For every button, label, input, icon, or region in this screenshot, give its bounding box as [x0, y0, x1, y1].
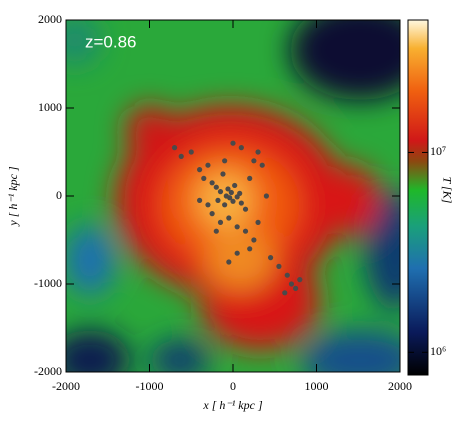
point: [197, 167, 203, 173]
point: [255, 219, 261, 225]
point: [242, 228, 249, 234]
point: [197, 197, 203, 203]
x-axis-label: x [ h⁻¹ kpc ]: [202, 398, 263, 412]
galaxy-points: [171, 140, 303, 296]
point: [227, 195, 233, 201]
point: [209, 180, 215, 186]
point: [232, 182, 238, 189]
point: [228, 189, 234, 196]
point: [282, 290, 288, 296]
point: [217, 219, 224, 225]
point: [251, 158, 257, 164]
point: [242, 206, 249, 212]
colorbar-tick-label: 10⁷: [430, 144, 446, 158]
point: [217, 189, 224, 195]
point: [238, 200, 244, 206]
y-tick-label: -1000: [34, 276, 62, 290]
point: [276, 263, 282, 269]
point: [267, 255, 274, 261]
colorbar-tick-label: 10⁶: [430, 344, 446, 358]
y-tick-label: 1000: [38, 100, 62, 114]
point: [237, 190, 243, 196]
point: [293, 285, 299, 291]
point: [234, 250, 240, 256]
point: [178, 153, 184, 159]
annotation: z=0.86: [85, 32, 137, 51]
point: [263, 193, 269, 199]
x-tick-label: 1000: [305, 379, 329, 393]
x-tick-label: 0: [230, 379, 236, 393]
point: [213, 184, 219, 190]
point: [205, 202, 211, 208]
point: [205, 162, 211, 168]
colorbar-label: T [K]: [440, 177, 454, 204]
x-tick-label: -1000: [136, 379, 164, 393]
point: [247, 175, 253, 181]
point: [225, 186, 231, 192]
point: [247, 246, 253, 252]
point: [255, 149, 261, 155]
y-axis-label: y [ h⁻¹ kpc ]: [6, 166, 20, 227]
point: [188, 149, 194, 155]
point: [288, 281, 295, 287]
point: [209, 211, 215, 217]
y-tick-label: 2000: [38, 12, 62, 26]
point: [284, 272, 290, 278]
point: [201, 175, 207, 181]
point: [226, 215, 232, 221]
x-tick-label: -2000: [52, 379, 80, 393]
point: [251, 237, 257, 243]
point: [222, 202, 228, 208]
point: [215, 197, 221, 203]
point: [171, 145, 178, 151]
point: [213, 228, 219, 234]
point: [230, 198, 236, 204]
point: [238, 145, 244, 151]
point: [220, 171, 226, 177]
point: [297, 277, 303, 283]
y-tick-label: -2000: [34, 364, 62, 378]
point: [226, 259, 232, 265]
point: [259, 162, 265, 168]
colorbar: [407, 19, 429, 376]
x-tick-label: 2000: [388, 379, 412, 393]
point: [230, 140, 236, 146]
point: [234, 224, 240, 230]
y-tick-label: 0: [56, 188, 62, 202]
point: [222, 158, 228, 164]
